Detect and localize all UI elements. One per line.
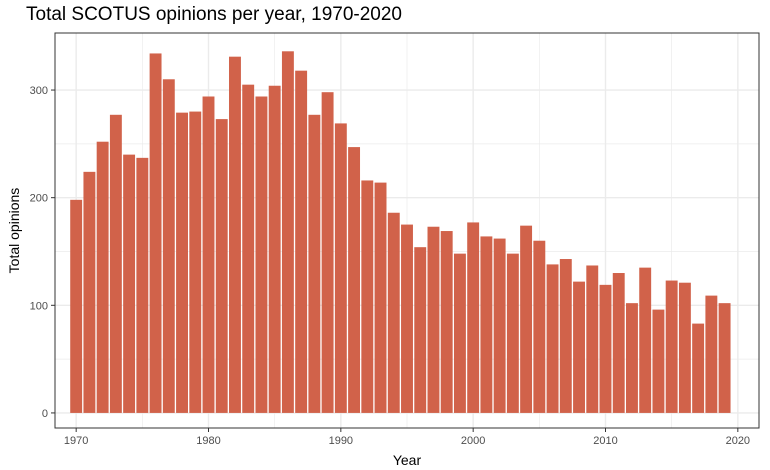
bar-2001: [480, 236, 493, 413]
bar-2000: [467, 222, 480, 413]
bar-2010: [599, 284, 612, 413]
panel-border: [54, 32, 760, 429]
axis-layer: 1970 1980 1990 2000 2010 2020 0 100 200 300: [30, 85, 750, 447]
x-axis-title: Year: [393, 452, 422, 468]
bar-1992: [361, 180, 374, 413]
bar-1997: [427, 226, 440, 413]
bar-1989: [321, 92, 334, 413]
y-axis-title: Total opinions: [6, 188, 22, 274]
bar-1983: [242, 84, 255, 413]
bar-1970: [70, 199, 83, 413]
bars-layer: [70, 51, 731, 413]
bar-1979: [189, 111, 202, 413]
bar-1972: [96, 141, 109, 413]
bar-2017: [692, 323, 705, 413]
bar-1988: [308, 114, 321, 413]
bar-2008: [573, 281, 585, 413]
bar-1971: [83, 171, 96, 413]
chart-title: Total SCOTUS opinions per year, 1970-202…: [26, 4, 402, 25]
y-tick-label: 200: [30, 193, 48, 205]
bar-2019: [718, 303, 731, 413]
y-tick-label: 300: [30, 85, 48, 97]
bar-1980: [202, 96, 215, 413]
x-tick-label: 2010: [593, 435, 617, 447]
y-tick-label: 100: [30, 300, 48, 312]
bar-1998: [440, 231, 453, 413]
y-tick-label: 0: [42, 408, 48, 420]
bar-2014: [652, 309, 665, 413]
bar-2015: [665, 280, 678, 413]
bar-2003: [506, 253, 519, 413]
bar-2013: [639, 267, 652, 413]
bar-1993: [374, 182, 387, 413]
bar-1985: [268, 85, 281, 413]
bar-1987: [295, 70, 308, 413]
bar-2009: [586, 265, 599, 413]
bar-1984: [255, 96, 268, 413]
bar-2016: [678, 282, 691, 413]
bar-1996: [414, 247, 427, 413]
bar-1995: [401, 224, 413, 413]
bar-1986: [281, 51, 294, 413]
bar-1999: [453, 253, 466, 413]
x-tick-label: 2020: [726, 435, 750, 447]
bar-1976: [149, 53, 162, 413]
bar-1973: [109, 114, 122, 413]
bar-1978: [176, 112, 188, 413]
bar-2005: [533, 240, 546, 413]
bar-1994: [387, 212, 400, 413]
bar-2012: [626, 303, 638, 413]
x-tick-label: 1980: [196, 435, 220, 447]
bar-1990: [334, 123, 347, 413]
bar-1974: [123, 154, 136, 413]
bar-2002: [493, 238, 506, 413]
x-tick-label: 1970: [64, 435, 88, 447]
x-tick-label: 2000: [461, 435, 485, 447]
bar-1991: [348, 147, 361, 413]
bar-1975: [136, 157, 149, 413]
bar-2007: [559, 259, 572, 413]
x-tick-label: 1990: [329, 435, 353, 447]
bar-2011: [612, 273, 625, 413]
bar-2018: [705, 295, 718, 413]
bar-2006: [546, 264, 559, 413]
bar-1981: [215, 119, 228, 413]
bar-2004: [520, 225, 533, 413]
bar-1977: [162, 79, 175, 413]
bar-1982: [229, 56, 241, 413]
